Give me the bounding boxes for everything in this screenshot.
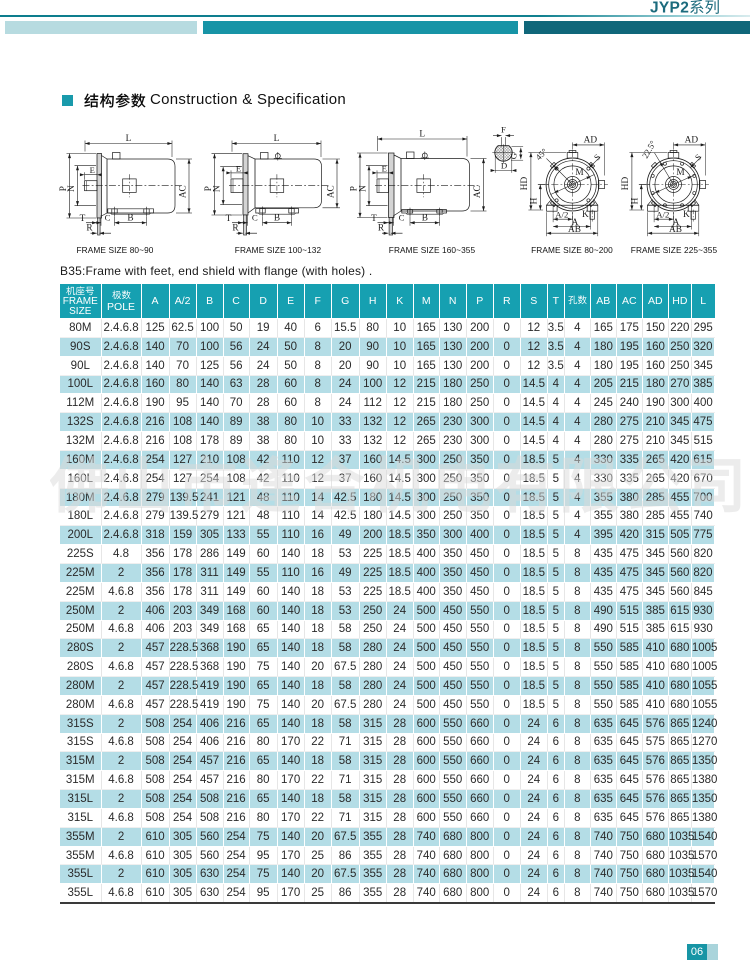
svg-text:E: E bbox=[382, 163, 387, 173]
svg-text:A: A bbox=[673, 218, 680, 228]
svg-text:P: P bbox=[204, 186, 214, 191]
svg-text:F: F bbox=[501, 124, 506, 134]
svg-text:N: N bbox=[213, 185, 223, 192]
svg-text:HD: HD bbox=[621, 177, 631, 191]
svg-text:G: G bbox=[508, 152, 518, 159]
svg-text:S: S bbox=[693, 152, 704, 163]
svg-text:H: H bbox=[529, 197, 539, 204]
svg-text:L: L bbox=[274, 134, 280, 144]
svg-text:T: T bbox=[80, 214, 86, 224]
svg-text:B: B bbox=[127, 214, 133, 224]
svg-text:E: E bbox=[90, 165, 95, 175]
svg-text:K: K bbox=[582, 210, 589, 220]
svg-text:AC: AC bbox=[327, 185, 337, 198]
svg-text:M: M bbox=[575, 168, 583, 178]
svg-text:R: R bbox=[378, 224, 385, 234]
svg-text:P: P bbox=[350, 186, 360, 191]
svg-text:AB: AB bbox=[669, 225, 682, 235]
svg-text:C: C bbox=[252, 213, 258, 223]
svg-text:D: D bbox=[501, 161, 507, 171]
svg-text:S: S bbox=[592, 152, 603, 163]
svg-text:A/2: A/2 bbox=[555, 210, 568, 220]
svg-text:22.5°: 22.5° bbox=[640, 138, 658, 160]
svg-text:A: A bbox=[572, 218, 579, 228]
svg-text:AD: AD bbox=[685, 136, 699, 146]
svg-text:M: M bbox=[676, 168, 684, 178]
svg-text:N: N bbox=[67, 185, 77, 192]
svg-text:B: B bbox=[422, 214, 428, 224]
svg-text:E: E bbox=[236, 163, 241, 173]
svg-text:AD: AD bbox=[584, 136, 598, 146]
svg-text:45°: 45° bbox=[533, 146, 549, 162]
svg-text:L: L bbox=[419, 130, 425, 140]
svg-text:AC: AC bbox=[179, 185, 189, 198]
svg-text:R: R bbox=[86, 224, 93, 234]
svg-text:R: R bbox=[232, 224, 239, 234]
svg-text:AB: AB bbox=[568, 225, 581, 235]
svg-text:H: H bbox=[630, 197, 640, 204]
svg-text:L: L bbox=[126, 134, 132, 144]
svg-text:HD: HD bbox=[520, 177, 530, 191]
svg-text:B: B bbox=[274, 214, 280, 224]
svg-text:K: K bbox=[683, 210, 690, 220]
svg-text:P: P bbox=[59, 186, 69, 191]
svg-text:N: N bbox=[359, 185, 369, 192]
svg-text:AC: AC bbox=[473, 185, 483, 198]
svg-text:C: C bbox=[105, 213, 111, 223]
svg-text:C: C bbox=[399, 213, 405, 223]
svg-text:T: T bbox=[371, 214, 377, 224]
svg-text:A/2: A/2 bbox=[656, 210, 669, 220]
svg-text:T: T bbox=[226, 214, 232, 224]
